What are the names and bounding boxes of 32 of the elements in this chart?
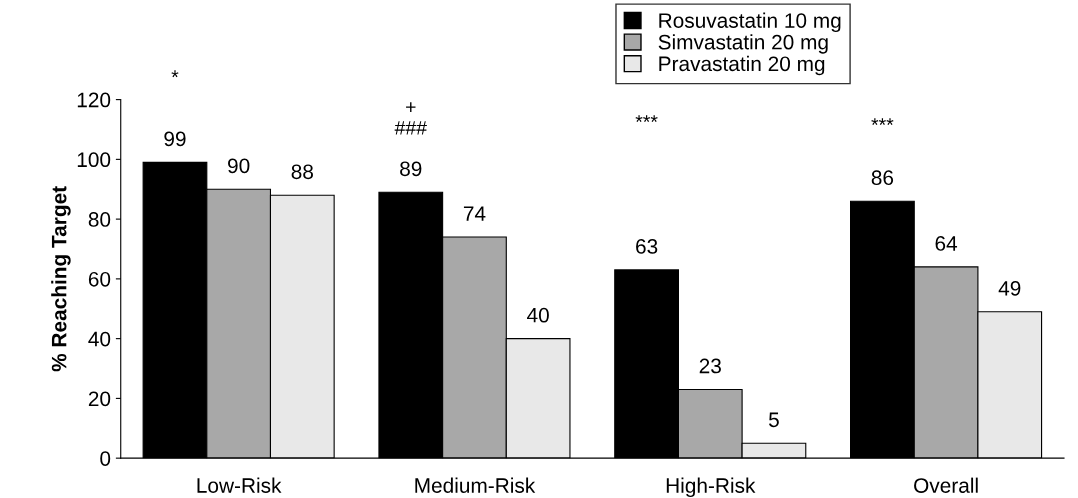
- data-label: 63: [636, 239, 658, 254]
- legend-label: Rosuvastatin 10 mg: [659, 12, 841, 33]
- legend-label: Pravastatin 20 mg: [659, 55, 825, 76]
- y-tick-label: 20: [88, 391, 111, 407]
- x-tick-label: Medium-Risk: [415, 477, 536, 493]
- y-axis-title: % Reaching Target: [51, 186, 71, 372]
- y-tick-label: 40: [88, 331, 111, 347]
- x-tick-label: Low-Risk: [197, 477, 282, 493]
- y-tick-label: 0: [100, 451, 111, 466]
- data-label: 89: [400, 161, 422, 177]
- text: *: [171, 70, 179, 78]
- x-tick-label: High-Risk: [666, 477, 756, 498]
- annotation: ***: [635, 115, 658, 122]
- data-label: 49: [998, 280, 1021, 296]
- data-label: 74: [463, 206, 486, 221]
- annotation: ***: [871, 118, 894, 125]
- data-label: 40: [527, 307, 549, 323]
- x-tick-label: Overall: [914, 477, 978, 493]
- annotation: +: [406, 102, 416, 112]
- data-label: 90: [228, 158, 250, 174]
- data-label: 88: [291, 164, 313, 180]
- data-label: 23: [699, 358, 721, 374]
- data-label: 5: [768, 412, 779, 428]
- annotation: ###: [394, 121, 427, 135]
- y-tick-label: 60: [88, 271, 111, 287]
- y-tick-label: 80: [88, 212, 111, 227]
- data-label: 64: [935, 236, 958, 251]
- legend-label: Simvastatin 20 mg: [658, 34, 828, 54]
- y-tick-label: 100: [77, 152, 111, 168]
- data-label: 99: [164, 131, 186, 147]
- data-label: 86: [871, 170, 894, 186]
- y-tick-label: 120: [77, 92, 111, 108]
